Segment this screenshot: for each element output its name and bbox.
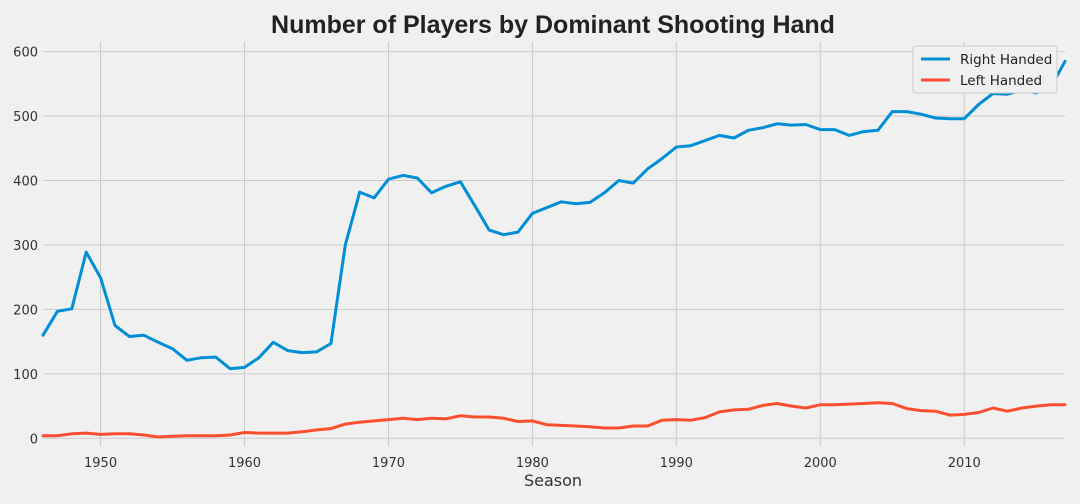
- legend: Right Handed Left Handed: [912, 45, 1058, 94]
- series-lines: [41, 59, 1067, 439]
- x-tick-label: 2010: [948, 456, 981, 471]
- x-tick-label: 1970: [372, 456, 405, 471]
- legend-label-right-handed: Right Handed: [960, 52, 1052, 68]
- tick-labels: 0 100 200 300 400 500 600 1950 1960 1970 1980 1990 2…: [13, 46, 981, 471]
- y-tick-label: 0: [30, 432, 38, 447]
- y-tick-label: 300: [13, 239, 38, 254]
- chart-title: Number of Players by Dominant Shooting H…: [271, 11, 835, 39]
- gridlines: [43, 42, 1065, 446]
- x-tick-label: 2000: [804, 456, 837, 471]
- y-tick-label: 400: [13, 175, 38, 190]
- series-line-right-handed: [41, 59, 1067, 371]
- y-tick-label: 600: [13, 46, 38, 61]
- y-tick-label: 200: [13, 303, 38, 318]
- x-tick-label: 1990: [660, 456, 693, 471]
- x-axis-label: Season: [524, 471, 582, 490]
- x-tick-label: 1950: [84, 456, 117, 471]
- x-tick-label: 1960: [228, 456, 261, 471]
- y-tick-label: 500: [13, 110, 38, 125]
- y-tick-label: 100: [13, 368, 38, 383]
- legend-label-left-handed: Left Handed: [960, 73, 1042, 89]
- x-tick-label: 1980: [516, 456, 549, 471]
- series-line-left-handed: [41, 401, 1067, 439]
